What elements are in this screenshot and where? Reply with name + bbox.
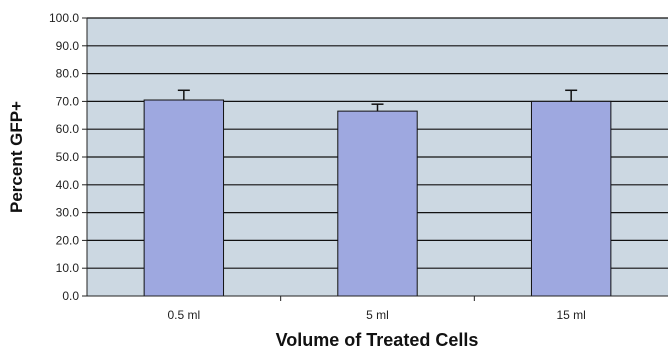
bar [143, 99, 225, 297]
y-tick-label: 80.0 [56, 67, 80, 81]
bar [337, 110, 418, 297]
x-tick-labels: 0.5 ml 5 ml 15 ml [167, 308, 585, 322]
y-tick-label: 0.0 [62, 289, 79, 303]
y-tick-label: 20.0 [56, 233, 80, 247]
y-tick-label: 30.0 [56, 206, 80, 220]
x-tick-label: 5 ml [366, 308, 389, 322]
y-tick-label: 90.0 [56, 39, 80, 53]
x-tick-label: 15 ml [556, 308, 585, 322]
y-tick-label: 60.0 [56, 122, 80, 136]
x-axis-title: Volume of Treated Cells [276, 330, 479, 350]
y-tick-label: 70.0 [56, 94, 80, 108]
error-bars [177, 89, 578, 112]
y-tick-label: 10.0 [56, 261, 80, 275]
y-tick-labels: 0.0 10.0 20.0 30.0 40.0 50.0 60.0 70.0 80.0 90.0 1… [49, 11, 79, 303]
y-tick-label: 100.0 [49, 11, 79, 25]
x-tick-label: 0.5 ml [167, 308, 200, 322]
bars [143, 99, 612, 297]
y-tick-label: 40.0 [56, 178, 80, 192]
y-axis-title: Percent GFP+ [7, 101, 26, 213]
axes [82, 17, 668, 301]
bar [530, 100, 612, 297]
y-tick-label: 50.0 [56, 150, 80, 164]
